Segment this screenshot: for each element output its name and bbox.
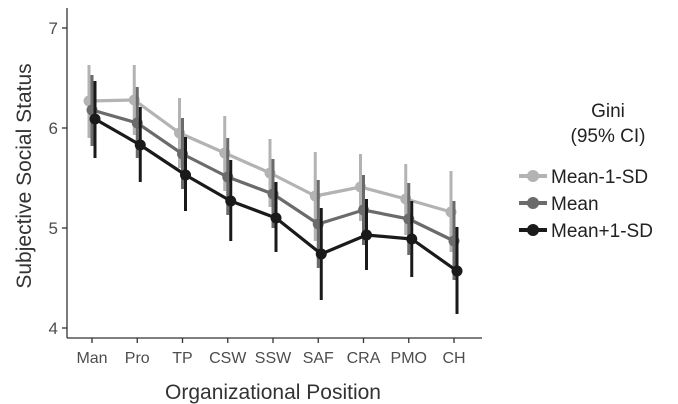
legend-key-mean-1-sd xyxy=(519,224,547,236)
point-mean-1-sd-SAF xyxy=(315,248,327,260)
x-tick-label-SSW: SSW xyxy=(255,350,292,367)
legend-key-mean xyxy=(519,197,547,209)
legend-marker-mean xyxy=(527,197,539,209)
point-mean-1-sd-SSW xyxy=(270,212,282,224)
x-tick-label-CSW: CSW xyxy=(209,350,247,367)
legend-title-line2: (95% CI) xyxy=(571,126,646,147)
x-axis-title: Organizational Position xyxy=(165,381,381,404)
point-mean-1-sd-Pro xyxy=(134,139,146,151)
plot-area: 4 5 6 7 Man Pro TP CSW SSW SAF CRA PMO CH xyxy=(49,8,482,367)
x-tick-label-TP: TP xyxy=(172,350,192,367)
y-tick-label-6: 6 xyxy=(49,119,58,138)
legend: Gini (95% CI) Mean-1-SD Mean Mean+1-SD xyxy=(519,101,653,242)
legend-title-line1: Gini xyxy=(591,101,625,122)
point-mean-1-sd-TP xyxy=(180,169,191,181)
x-tick-label-CH: CH xyxy=(442,350,465,367)
y-tick-label-5: 5 xyxy=(49,219,58,238)
series-mean-1-sd xyxy=(89,81,463,314)
point-mean-1-sd-PMO xyxy=(406,233,418,245)
x-tick-label-SAF: SAF xyxy=(303,350,334,367)
y-tick-label-7: 7 xyxy=(49,19,58,38)
series-mean-1-sd xyxy=(83,65,457,252)
x-tick-label-CRA: CRA xyxy=(347,350,381,367)
legend-marker-mean-1-sd xyxy=(527,170,539,182)
point-mean-1-sd-CH xyxy=(451,265,463,277)
point-mean-1-sd-Man xyxy=(89,113,101,125)
legend-label-mean: Mean xyxy=(551,194,599,215)
y-axis-title: Subjective Social Status xyxy=(13,63,36,288)
y-tick-label-4: 4 xyxy=(49,319,58,338)
point-mean-1-sd-CSW xyxy=(225,195,237,207)
x-tick-label-Pro: Pro xyxy=(125,350,150,367)
legend-marker-mean-1-sd xyxy=(527,224,539,236)
x-tick-label-Man: Man xyxy=(76,350,107,367)
legend-key-mean-1-sd xyxy=(519,170,547,182)
legend-label-mean-1-sd: Mean+1-SD xyxy=(551,221,653,242)
x-tick-label-PMO: PMO xyxy=(391,350,427,367)
point-mean-1-sd-CRA xyxy=(361,229,372,241)
legend-label-mean-1-sd: Mean-1-SD xyxy=(551,167,648,188)
